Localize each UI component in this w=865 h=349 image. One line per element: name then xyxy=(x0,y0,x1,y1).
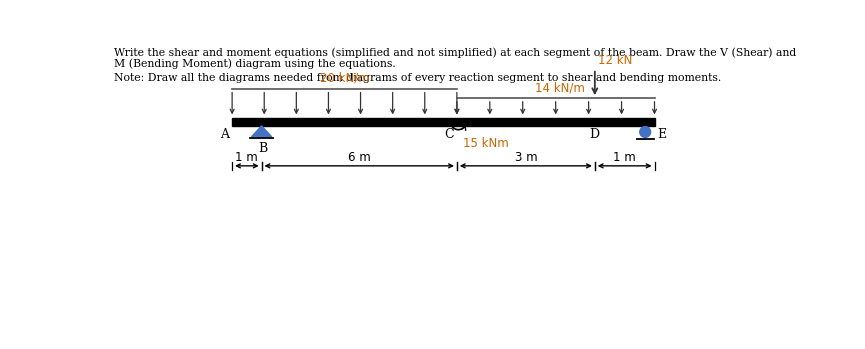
Text: M (Bending Moment) diagram using the equations.: M (Bending Moment) diagram using the equ… xyxy=(114,58,396,69)
Text: 1 m: 1 m xyxy=(613,151,636,164)
Text: 15 kNm: 15 kNm xyxy=(463,138,509,150)
Text: Note: Draw all the diagrams needed from diagrams of every reaction segment to sh: Note: Draw all the diagrams needed from … xyxy=(114,73,721,83)
Text: 3 m: 3 m xyxy=(515,151,537,164)
Text: 20 kN/m: 20 kN/m xyxy=(320,71,369,84)
Text: 14 kN/m: 14 kN/m xyxy=(535,81,585,94)
Text: E: E xyxy=(657,128,666,141)
Text: 12 kN: 12 kN xyxy=(598,53,632,67)
Bar xyxy=(232,118,655,126)
Polygon shape xyxy=(252,126,272,137)
Text: D: D xyxy=(590,128,600,141)
Text: 6 m: 6 m xyxy=(348,151,370,164)
Text: Write the shear and moment equations (simplified and not simplified) at each seg: Write the shear and moment equations (si… xyxy=(114,47,797,58)
Text: 1 m: 1 m xyxy=(235,151,259,164)
Circle shape xyxy=(640,127,650,138)
Text: C: C xyxy=(444,128,454,141)
Text: B: B xyxy=(259,142,268,155)
Text: A: A xyxy=(220,128,229,141)
